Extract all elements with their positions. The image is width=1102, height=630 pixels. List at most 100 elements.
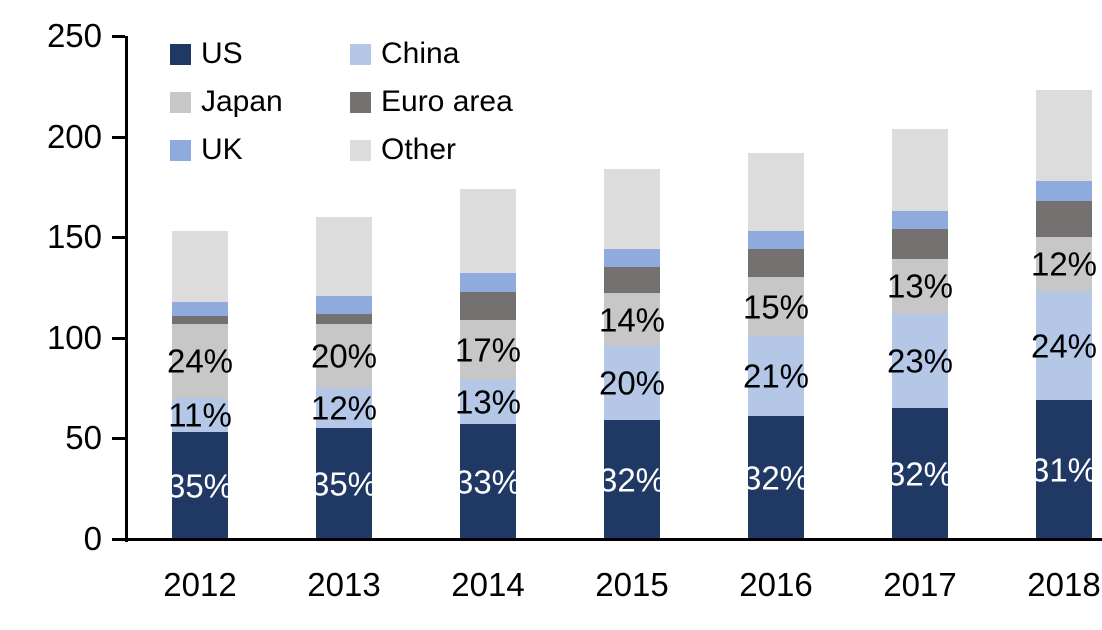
- segment-other-2016: [748, 152, 804, 232]
- segment-china-2016: 21%: [743, 335, 809, 417]
- x-tick-label-2013: 2013: [307, 566, 381, 603]
- segment-label-us-2015: 32%: [598, 461, 666, 499]
- stacked-bar-2015: 14% 20% 32%: [599, 168, 665, 539]
- legend-label: US: [201, 37, 243, 70]
- segment-label-us-2013: 35%: [310, 465, 378, 503]
- legend-item-china: China: [350, 37, 513, 70]
- y-tick-label: 50: [65, 419, 102, 457]
- segment-us-2015: 32%: [599, 420, 665, 539]
- x-tick-label-2014: 2014: [451, 566, 525, 603]
- segment-japan-2015: 14%: [599, 293, 665, 346]
- segment-us-2018: 31%: [1031, 400, 1097, 539]
- segment-label-us-2018: 31%: [1030, 451, 1098, 489]
- y-tick-100: [112, 336, 125, 340]
- x-tick-label-2016: 2016: [739, 566, 813, 603]
- legend-item-japan: Japan: [170, 87, 350, 117]
- segment-other-2015: [604, 168, 660, 250]
- segment-euro-area-2018: [1036, 200, 1092, 238]
- segment-label-japan-2016: 15%: [742, 288, 810, 326]
- y-tick-label: 100: [46, 318, 102, 356]
- segment-label-china-2017: 23%: [886, 342, 954, 380]
- legend-swatch-icon: [170, 139, 191, 161]
- legend-label: UK: [201, 133, 243, 166]
- y-tick-150: [112, 236, 125, 240]
- stacked-bar-2013: 20% 12% 35%: [311, 217, 377, 539]
- segment-label-japan-2012: 24%: [166, 342, 234, 380]
- legend-label: China: [381, 37, 460, 70]
- segment-us-2016: 32%: [743, 416, 809, 539]
- segment-other-2018: [1036, 90, 1092, 181]
- legend-swatch-icon: [170, 43, 191, 65]
- segment-label-japan-2014: 17%: [454, 331, 522, 369]
- segment-china-2014: 13%: [455, 380, 521, 425]
- segment-japan-2018: 12%: [1031, 237, 1097, 292]
- segment-japan-2013: 20%: [311, 323, 377, 389]
- segment-us-2014: 33%: [455, 424, 521, 539]
- stacked-bar-2018: 12% 24% 31%: [1031, 90, 1097, 539]
- segment-japan-2017: 13%: [887, 259, 953, 314]
- y-tick-200: [112, 135, 125, 139]
- legend-label: Euro area: [381, 85, 513, 118]
- segment-china-2017: 23%: [887, 313, 953, 409]
- segment-other-2014: [460, 188, 516, 274]
- segment-label-japan-2015: 14%: [598, 301, 666, 339]
- x-tick-label-2017: 2017: [883, 566, 957, 603]
- segment-uk-2018: [1036, 180, 1092, 201]
- legend-swatch-icon: [350, 139, 371, 161]
- legend-item-other: Other: [350, 133, 513, 166]
- segment-china-2012: 11%: [168, 398, 232, 433]
- x-tick-label-2015: 2015: [595, 566, 669, 603]
- y-tick-250: [112, 35, 125, 38]
- legend-item-euro-area: Euro area: [350, 85, 513, 118]
- y-tick-label: 200: [46, 117, 102, 155]
- segment-euro-area-2015: [604, 267, 660, 294]
- segment-label-us-2016: 32%: [742, 459, 810, 497]
- stacked-bar-chart: 0 50 100 150 200 250 24% 11% 35% 20% 12% 35% 17% 13%…: [40, 16, 1102, 614]
- stacked-bar-2017: 13% 23% 32%: [887, 128, 953, 539]
- segment-us-2013: 35%: [311, 428, 377, 539]
- y-axis-line: [125, 36, 128, 542]
- segment-label-japan-2018: 12%: [1030, 245, 1098, 283]
- segment-label-china-2013: 12%: [310, 389, 378, 427]
- y-tick-label: 150: [46, 218, 102, 256]
- legend-swatch-icon: [350, 43, 371, 65]
- segment-label-us-2014: 33%: [454, 463, 522, 501]
- stacked-bar-2012: 24% 11% 35%: [167, 231, 233, 539]
- segment-label-china-2016: 21%: [742, 357, 810, 395]
- legend: US China Japan Euro area UK Other: [170, 37, 513, 166]
- legend-swatch-icon: [350, 91, 371, 113]
- legend-item-us: US: [170, 37, 350, 70]
- legend-label: Other: [381, 133, 457, 166]
- segment-uk-2015: [604, 249, 660, 268]
- segment-us-2017: 32%: [887, 408, 953, 539]
- segment-label-us-2017: 32%: [886, 455, 954, 493]
- segment-label-us-2012: 35%: [166, 467, 234, 505]
- x-axis-line: [112, 538, 1102, 541]
- segment-uk-2013: [316, 295, 372, 314]
- segment-other-2012: [172, 231, 228, 302]
- segment-label-china-2015: 20%: [598, 364, 666, 402]
- segment-japan-2012: 24%: [167, 323, 233, 399]
- segment-us-2012: 35%: [167, 432, 233, 539]
- legend-swatch-icon: [170, 91, 191, 113]
- segment-china-2018: 24%: [1031, 291, 1097, 401]
- segment-euro-area-2017: [892, 229, 948, 260]
- stacked-bar-2016: 15% 21% 32%: [743, 152, 809, 539]
- y-tick-label: 0: [83, 520, 102, 557]
- segment-other-2017: [892, 128, 948, 212]
- segment-label-china-2018: 24%: [1030, 327, 1098, 365]
- x-tick-label-2012: 2012: [163, 566, 237, 603]
- segment-uk-2016: [748, 231, 804, 250]
- segment-china-2015: 20%: [599, 345, 665, 421]
- segment-euro-area-2014: [460, 291, 516, 320]
- segment-label-japan-2013: 20%: [310, 337, 378, 375]
- y-tick-label: 250: [46, 17, 102, 54]
- stacked-bar-2014: 17% 13% 33%: [455, 188, 521, 539]
- segment-japan-2014: 17%: [455, 319, 521, 381]
- y-tick-0: [112, 538, 125, 541]
- segment-euro-area-2016: [748, 249, 804, 278]
- segment-uk-2017: [892, 211, 948, 230]
- segment-uk-2012: [172, 301, 228, 316]
- segment-label-china-2014: 13%: [454, 383, 522, 421]
- segment-uk-2014: [460, 273, 516, 292]
